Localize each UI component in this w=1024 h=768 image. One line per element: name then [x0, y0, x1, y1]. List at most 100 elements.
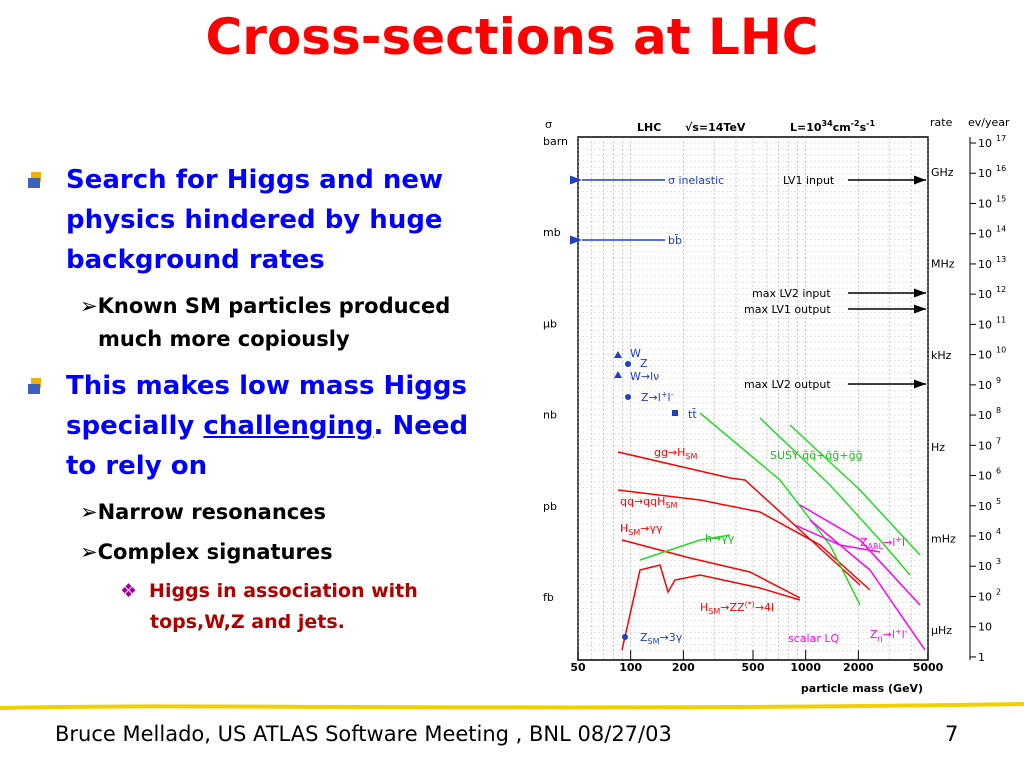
exponent: 16 [996, 164, 1006, 173]
curve [699, 412, 861, 606]
rate-label: GHz [931, 166, 954, 179]
label: Z→l+l- [641, 390, 674, 404]
label: ZSM→3γ [640, 631, 683, 646]
label: max LV2 input [752, 287, 831, 300]
t: →ZZ [720, 601, 745, 614]
base: 10 [978, 349, 992, 362]
underlined-text: challenging [203, 411, 374, 441]
bullet-line: ❖ Higgs in association with [120, 576, 520, 607]
x-tick-label: 100 [619, 661, 642, 674]
header: L=1034cm-2s-1 [790, 119, 875, 134]
base: 10 [978, 470, 992, 483]
label: LV1 input [783, 174, 835, 187]
exponent: 12 [996, 285, 1006, 294]
bullet-icon [28, 378, 41, 394]
exponent: 6 [996, 467, 1001, 476]
t: s [860, 121, 867, 134]
label: σ inelastic [668, 174, 724, 187]
x-tick-label: 500 [742, 661, 765, 674]
t: →γγ [640, 522, 663, 535]
y-unit-label: mb [543, 226, 561, 239]
t: Z [860, 536, 868, 549]
exponent: 5 [996, 497, 1001, 506]
bullet-line: ➢Complex signatures [80, 540, 333, 564]
sub-bullet: ➢Narrow resonances [80, 496, 530, 529]
base: 10 [978, 500, 992, 513]
y-unit-label: fb [543, 591, 554, 604]
base: 10 [978, 318, 992, 331]
marker [614, 371, 622, 378]
x-tick-label: 50 [570, 661, 586, 674]
curve [794, 524, 881, 553]
bullet-line: Search for Higgs and new [66, 165, 444, 195]
t: -1 [866, 119, 875, 128]
divider [0, 702, 1024, 710]
rate-label: μHz [931, 624, 952, 637]
curve [617, 451, 861, 586]
bullet-line: physics hindered by huge [66, 205, 443, 235]
label: qq→qqHSM [620, 495, 678, 510]
curve [799, 504, 921, 606]
x-tick-label: 200 [672, 661, 695, 674]
x-tick-label: 2000 [843, 661, 874, 674]
bullet-line: ➢Narrow resonances [80, 500, 326, 524]
base: 10 [978, 167, 992, 180]
t: gg→H [654, 446, 685, 459]
bullet-text: Narrow resonances [97, 500, 326, 524]
base: 10 [978, 530, 992, 543]
page-number: 7 [945, 722, 959, 746]
t: SM [648, 637, 660, 646]
ev-tick-label: 10 16 [978, 164, 1006, 180]
label: Zη→l+l- [870, 627, 908, 643]
t: SM [665, 501, 677, 510]
curve [621, 564, 801, 651]
ev-tick-label: 10 6 [978, 467, 1001, 483]
label: W [630, 347, 641, 360]
bullet-line: ➢Known SM particles produced [80, 294, 451, 318]
exponent: 3 [996, 557, 1001, 566]
bullet-text: Known SM particles produced [97, 294, 451, 318]
rate-label: mHz [931, 532, 956, 545]
x-tick-label: 5000 [913, 661, 944, 674]
x-tick-label: 1000 [790, 661, 821, 674]
label: tt̄ [688, 408, 697, 421]
footer: Bruce Mellado, US ATLAS Software Meeting… [55, 722, 672, 746]
t: ARL [868, 542, 884, 551]
marker [614, 351, 622, 358]
bullet-text: Complex signatures [97, 540, 333, 564]
exponent: 2 [996, 587, 1001, 596]
t: - [671, 390, 674, 399]
exponent: 7 [996, 436, 1001, 445]
base: 10 [978, 560, 992, 573]
marker [625, 394, 631, 400]
t: 34 [822, 119, 834, 128]
base: 1 [978, 651, 985, 664]
t: l [668, 391, 671, 404]
text: specially [66, 411, 204, 441]
label: bb̄ [668, 234, 682, 247]
bullet-line: tops,W,Z and jets. [150, 611, 345, 633]
exponent: 14 [996, 225, 1006, 234]
label: scalar LQ [788, 632, 839, 645]
ev-tick-label: 10 14 [978, 225, 1006, 241]
header: rate [930, 116, 953, 129]
t: SM [708, 607, 720, 616]
t: →4l [755, 601, 774, 614]
bullet-line: specially challenging. Need [66, 406, 528, 446]
ev-tick-label: 10 7 [978, 436, 1001, 452]
base: 10 [978, 379, 992, 392]
ev-tick-label: 10 10 [978, 346, 1006, 362]
t: + [661, 390, 668, 399]
ev-tick-label: 10 9 [978, 376, 1001, 392]
t: L=10 [790, 121, 822, 134]
t: SM [685, 452, 697, 461]
plot-frame [577, 136, 929, 661]
t: η [878, 634, 883, 643]
exponent: 15 [996, 194, 1006, 203]
t: qq→qqH [620, 495, 665, 508]
base: 10 [978, 439, 992, 452]
exponent: 13 [996, 255, 1006, 264]
rate-label: MHz [931, 258, 955, 271]
curve [759, 417, 911, 576]
sub-bullet: ➢Complex signatures [80, 536, 530, 569]
